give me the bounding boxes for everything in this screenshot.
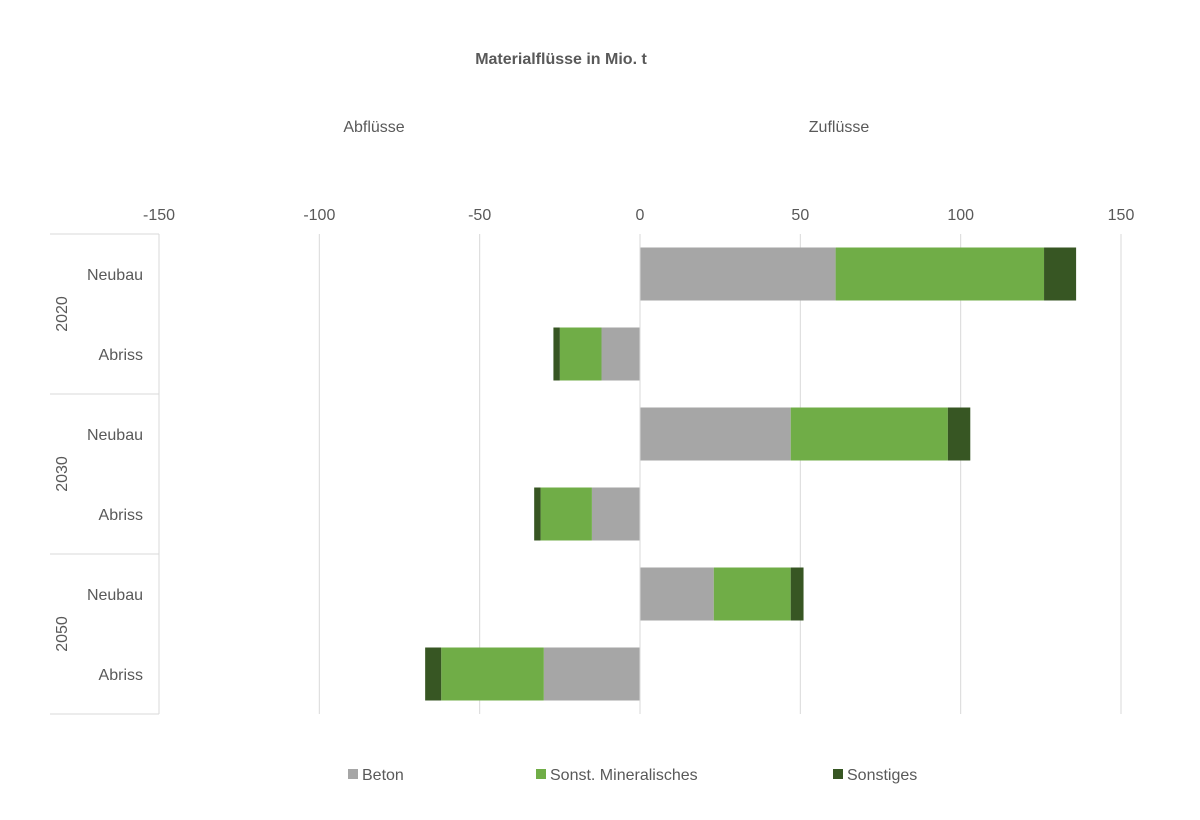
bar-segment bbox=[640, 567, 714, 621]
plot-area: -150 -100 -50 0 50 100 150 2020 2030 2050 Neubau Ab… bbox=[50, 207, 1135, 715]
annotation-outflows: Abflüsse bbox=[343, 119, 404, 136]
legend-swatch bbox=[536, 769, 546, 779]
x-tick-label: -100 bbox=[303, 207, 335, 224]
bar-segment bbox=[543, 647, 640, 701]
legend-swatch bbox=[833, 769, 843, 779]
row-label: Neubau bbox=[87, 587, 143, 604]
bar-segment bbox=[601, 327, 640, 381]
legend-label: Beton bbox=[362, 767, 404, 784]
bar-segment bbox=[425, 647, 442, 701]
annotation-inflows: Zuflüsse bbox=[809, 119, 870, 136]
bar-segment bbox=[790, 567, 804, 621]
legend-label: Sonst. Mineralisches bbox=[550, 767, 698, 784]
legend: Beton Sonst. Mineralisches Sonstiges bbox=[348, 767, 917, 784]
bar-segment bbox=[640, 407, 791, 461]
x-tick-label: -150 bbox=[143, 207, 175, 224]
bar-segment bbox=[559, 327, 602, 381]
group-label: 2020 bbox=[54, 296, 71, 332]
x-tick-label: -50 bbox=[468, 207, 491, 224]
row-label: Abriss bbox=[99, 667, 143, 684]
bar-segment bbox=[591, 487, 640, 541]
bar-segment bbox=[1044, 247, 1077, 301]
row-label: Neubau bbox=[87, 427, 143, 444]
bar-segment bbox=[947, 407, 971, 461]
legend-label: Sonstiges bbox=[847, 767, 917, 784]
bar-segment bbox=[640, 247, 836, 301]
x-tick-label: 100 bbox=[947, 207, 974, 224]
x-tick-label: 50 bbox=[791, 207, 809, 224]
group-label: 2050 bbox=[54, 616, 71, 652]
bar-segment bbox=[540, 487, 592, 541]
bar-segment bbox=[441, 647, 544, 701]
x-tick-label: 0 bbox=[636, 207, 645, 224]
bar-segment bbox=[713, 567, 791, 621]
bar-segment bbox=[553, 327, 560, 381]
bar-segment bbox=[835, 247, 1045, 301]
legend-swatch bbox=[348, 769, 358, 779]
bar-segment bbox=[534, 487, 541, 541]
bar-segment bbox=[790, 407, 948, 461]
group-label: 2030 bbox=[54, 456, 71, 492]
row-label: Abriss bbox=[99, 507, 143, 524]
row-label: Neubau bbox=[87, 267, 143, 284]
row-label: Abriss bbox=[99, 347, 143, 364]
x-tick-label: 150 bbox=[1108, 207, 1135, 224]
chart-title: Materialflüsse in Mio. t bbox=[475, 51, 647, 68]
